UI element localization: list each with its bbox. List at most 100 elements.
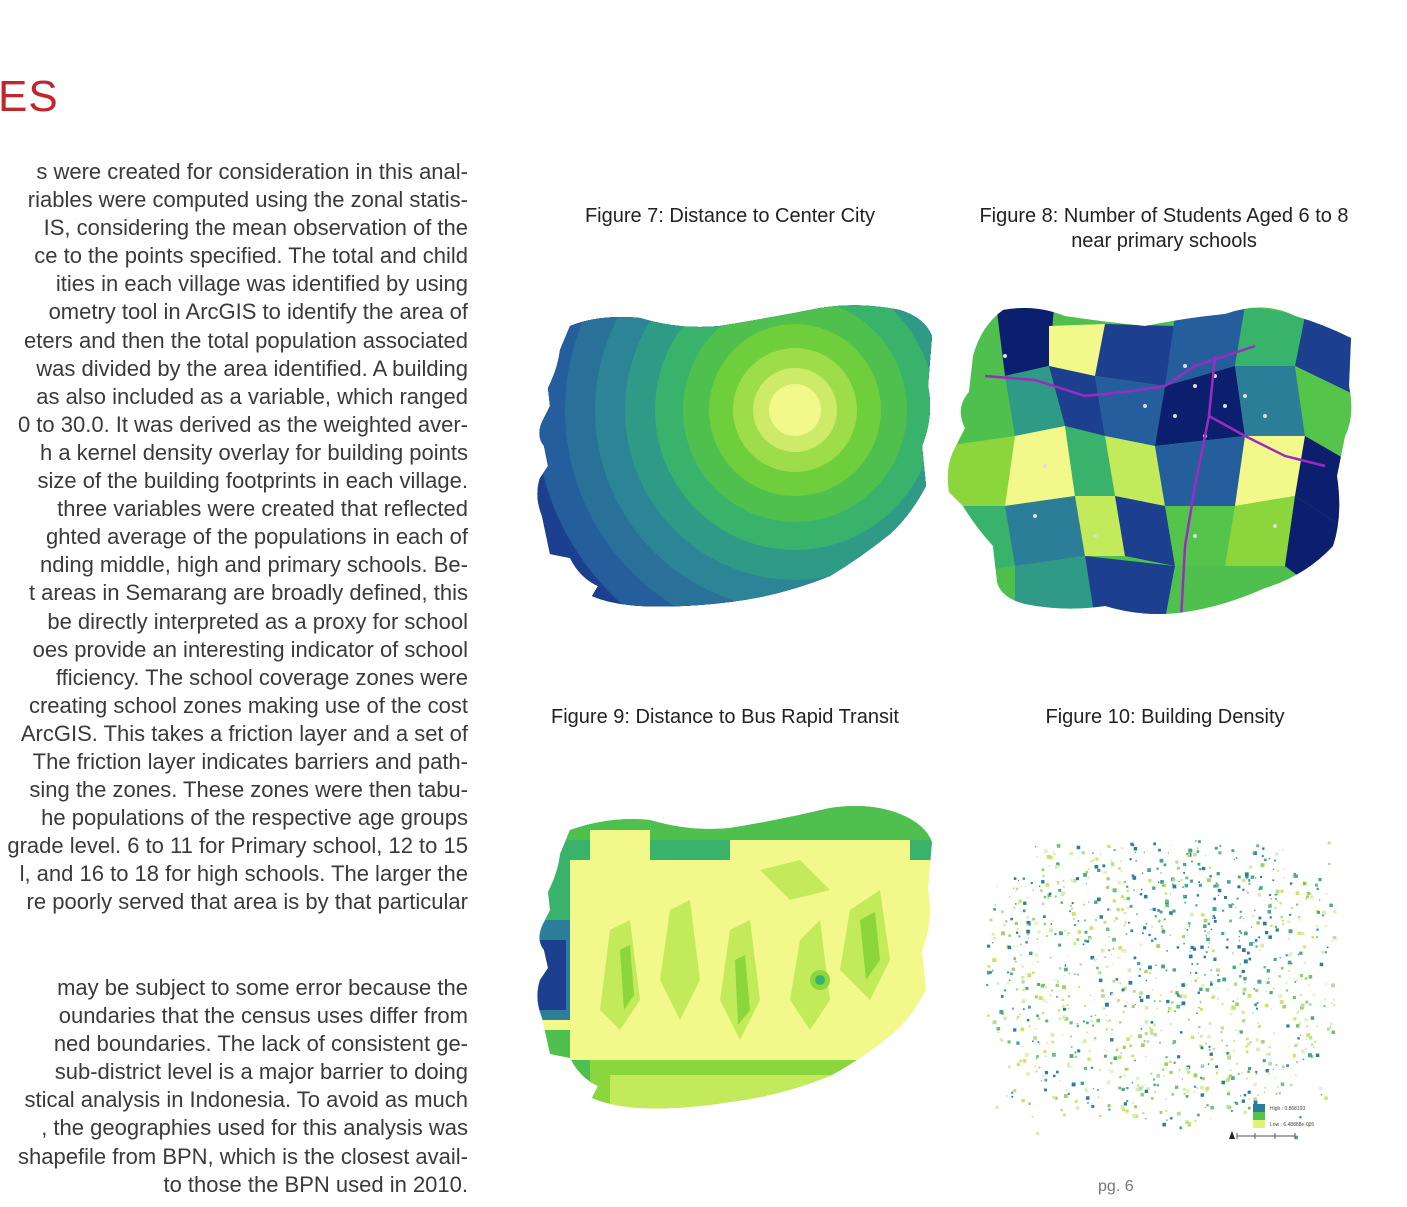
building-speck (1098, 978, 1103, 983)
building-speck (1183, 994, 1187, 999)
building-speck (1016, 945, 1018, 947)
building-speck (1199, 883, 1202, 887)
building-speck (1021, 999, 1026, 1004)
building-speck (1315, 1053, 1320, 1058)
building-speck (1154, 1091, 1156, 1093)
building-speck (1085, 870, 1089, 874)
building-speck (1243, 959, 1248, 964)
building-speck (1219, 845, 1222, 847)
building-speck (1071, 907, 1074, 910)
building-speck (1317, 911, 1320, 914)
building-speck (1132, 876, 1137, 880)
building-speck (1058, 1017, 1062, 1021)
building-speck (1087, 890, 1089, 892)
building-speck (1151, 989, 1154, 991)
building-speck (1206, 937, 1210, 942)
building-speck (1207, 1063, 1210, 1065)
building-speck (1203, 918, 1208, 923)
building-speck (1144, 1006, 1149, 1010)
building-speck (1210, 1105, 1214, 1110)
building-speck (1083, 873, 1087, 877)
building-speck (1193, 853, 1197, 857)
building-speck (1227, 1055, 1232, 1060)
building-speck (1215, 882, 1218, 885)
building-speck (1152, 1023, 1156, 1027)
building-speck (1001, 931, 1005, 936)
building-speck (1164, 907, 1166, 910)
building-speck (1026, 897, 1029, 899)
building-speck (1286, 1064, 1289, 1068)
building-speck (1285, 954, 1288, 957)
building-speck (1138, 1086, 1143, 1091)
building-speck (1041, 983, 1045, 988)
building-speck (1158, 999, 1162, 1003)
building-speck (1191, 963, 1194, 966)
building-speck (996, 885, 998, 887)
building-speck (1176, 1111, 1181, 1116)
building-speck (1243, 976, 1247, 981)
building-speck (1100, 988, 1105, 993)
building-speck (1161, 964, 1165, 969)
building-speck (1090, 1015, 1092, 1017)
building-speck (1248, 883, 1251, 885)
building-speck (992, 958, 997, 963)
building-speck (1015, 890, 1017, 892)
building-speck (1193, 1091, 1196, 1094)
building-speck (1307, 1053, 1312, 1058)
building-speck (1257, 979, 1262, 984)
building-speck (1095, 857, 1099, 861)
building-speck (1267, 1052, 1271, 1056)
building-speck (1045, 935, 1048, 937)
building-speck (1100, 853, 1102, 855)
building-speck (1186, 853, 1190, 857)
building-speck (1172, 1043, 1174, 1045)
building-speck (1275, 928, 1279, 932)
building-speck (1198, 1025, 1201, 1028)
building-speck (1265, 990, 1267, 992)
building-speck (1228, 1090, 1231, 1093)
building-speck (1176, 946, 1180, 949)
building-speck (1226, 1051, 1231, 1056)
building-speck (1245, 1045, 1248, 1048)
text-line: nding middle, high and primary schools. … (39, 552, 468, 578)
building-speck (1054, 1096, 1058, 1100)
building-speck (1144, 1092, 1146, 1094)
building-speck (1178, 1075, 1180, 1078)
building-speck (1267, 909, 1272, 914)
building-speck (1184, 927, 1186, 930)
building-speck (1104, 1048, 1106, 1050)
building-speck (1274, 859, 1277, 862)
building-speck (1190, 980, 1192, 983)
building-speck (1248, 879, 1251, 882)
building-speck (1110, 1070, 1114, 1073)
building-speck (1287, 953, 1291, 958)
building-speck (1122, 949, 1127, 953)
building-speck (1172, 883, 1174, 885)
building-speck (1077, 930, 1082, 934)
building-speck (1279, 1068, 1281, 1070)
building-speck (1273, 957, 1277, 961)
building-speck (1202, 866, 1206, 871)
building-speck (1120, 870, 1123, 872)
building-speck (1178, 880, 1180, 882)
building-speck (1299, 900, 1301, 903)
building-speck (1178, 1069, 1181, 1071)
building-speck (1003, 923, 1006, 927)
building-speck (1201, 984, 1205, 988)
building-speck (987, 971, 990, 975)
building-speck (1056, 1070, 1059, 1074)
building-speck (1141, 1085, 1145, 1089)
building-speck (1281, 967, 1284, 970)
building-speck (1208, 1049, 1211, 1051)
building-speck (1192, 947, 1197, 951)
building-speck (1230, 1007, 1233, 1009)
building-speck (1092, 859, 1094, 861)
building-speck (1126, 1087, 1129, 1090)
building-speck (1329, 1026, 1332, 1028)
building-speck (1069, 904, 1072, 907)
building-speck (1299, 1034, 1302, 1036)
building-speck (1025, 986, 1029, 990)
building-speck (1087, 1102, 1089, 1104)
building-speck (1327, 1027, 1331, 1031)
building-speck (1069, 1054, 1074, 1058)
